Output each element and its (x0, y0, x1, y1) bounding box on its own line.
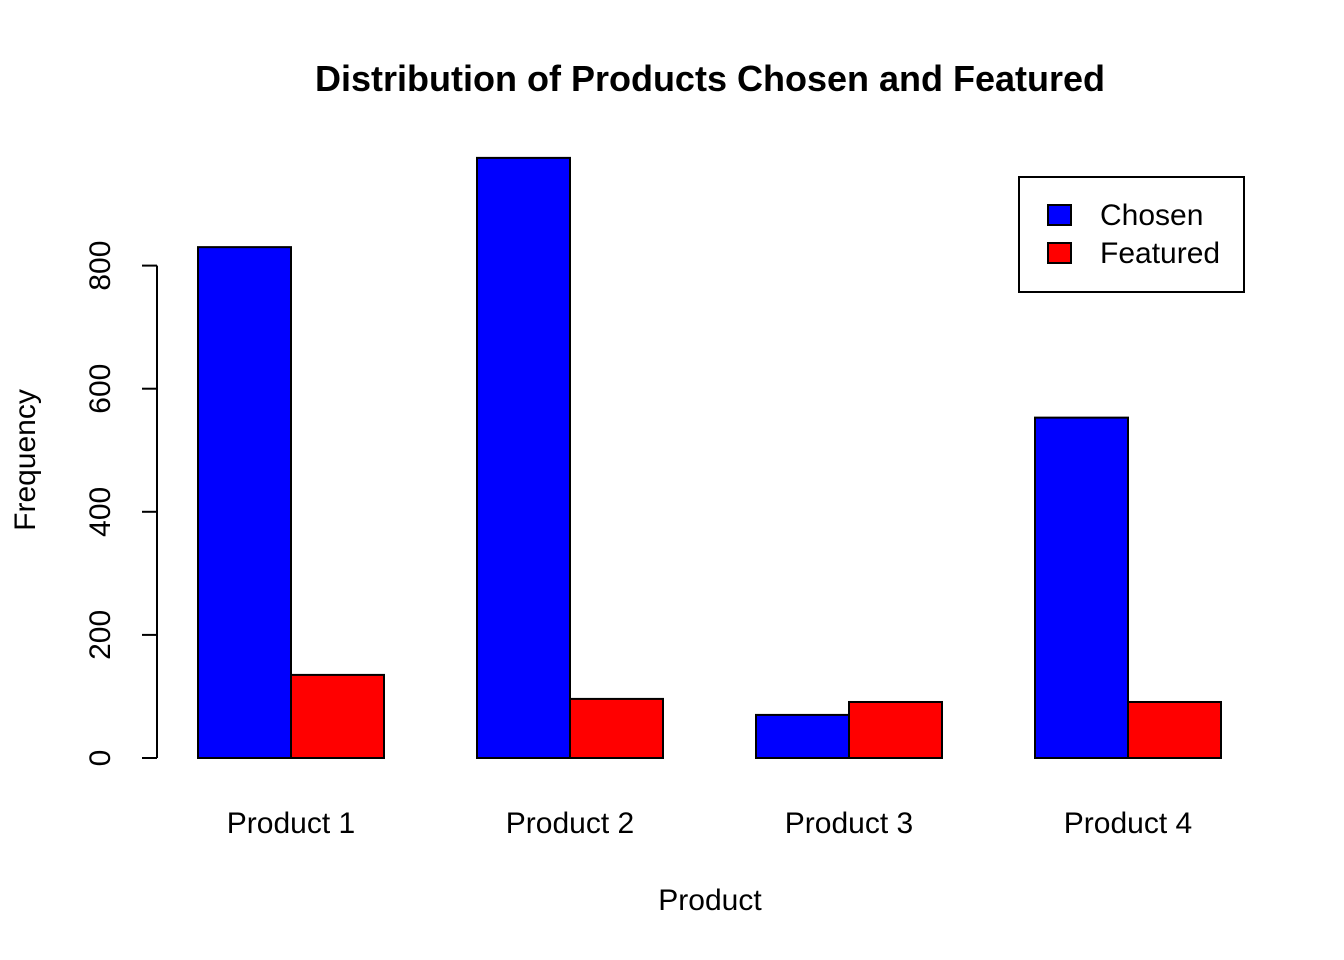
x-tick-label: Product 3 (785, 807, 913, 840)
x-axis-labels: Product 1 Product 2 Product 3 Product 4 (227, 807, 1192, 840)
y-axis-title: Frequency (9, 389, 42, 531)
legend: Chosen Featured (1018, 176, 1245, 293)
y-tick-label: 0 (84, 750, 117, 767)
bar-featured-product-1 (290, 673, 385, 759)
bars-group (197, 156, 1222, 759)
legend-swatch (1047, 204, 1072, 226)
y-tick-label: 800 (84, 241, 117, 291)
chart-title: Distribution of Products Chosen and Feat… (315, 58, 1105, 99)
x-axis-title: Product (658, 884, 762, 917)
bar-chosen-product-1 (197, 246, 292, 759)
legend-label: Chosen (1100, 199, 1203, 232)
bar-chosen-product-4 (1034, 416, 1129, 759)
bar-featured-product-2 (569, 697, 664, 759)
y-axis: 0 200 400 600 800 (84, 241, 158, 767)
legend-swatch (1047, 242, 1072, 264)
bar-featured-product-3 (848, 700, 943, 759)
x-tick-label: Product 4 (1064, 807, 1192, 840)
y-tick-label: 200 (84, 610, 117, 660)
bar-chosen-product-3 (755, 713, 850, 759)
x-tick-label: Product 2 (506, 807, 634, 840)
y-tick-label: 400 (84, 487, 117, 537)
bar-chosen-product-2 (476, 156, 571, 759)
bar-featured-product-4 (1127, 700, 1222, 759)
x-tick-label: Product 1 (227, 807, 355, 840)
y-tick-label: 600 (84, 364, 117, 414)
legend-label: Featured (1100, 237, 1220, 270)
legend-box (1018, 176, 1245, 293)
